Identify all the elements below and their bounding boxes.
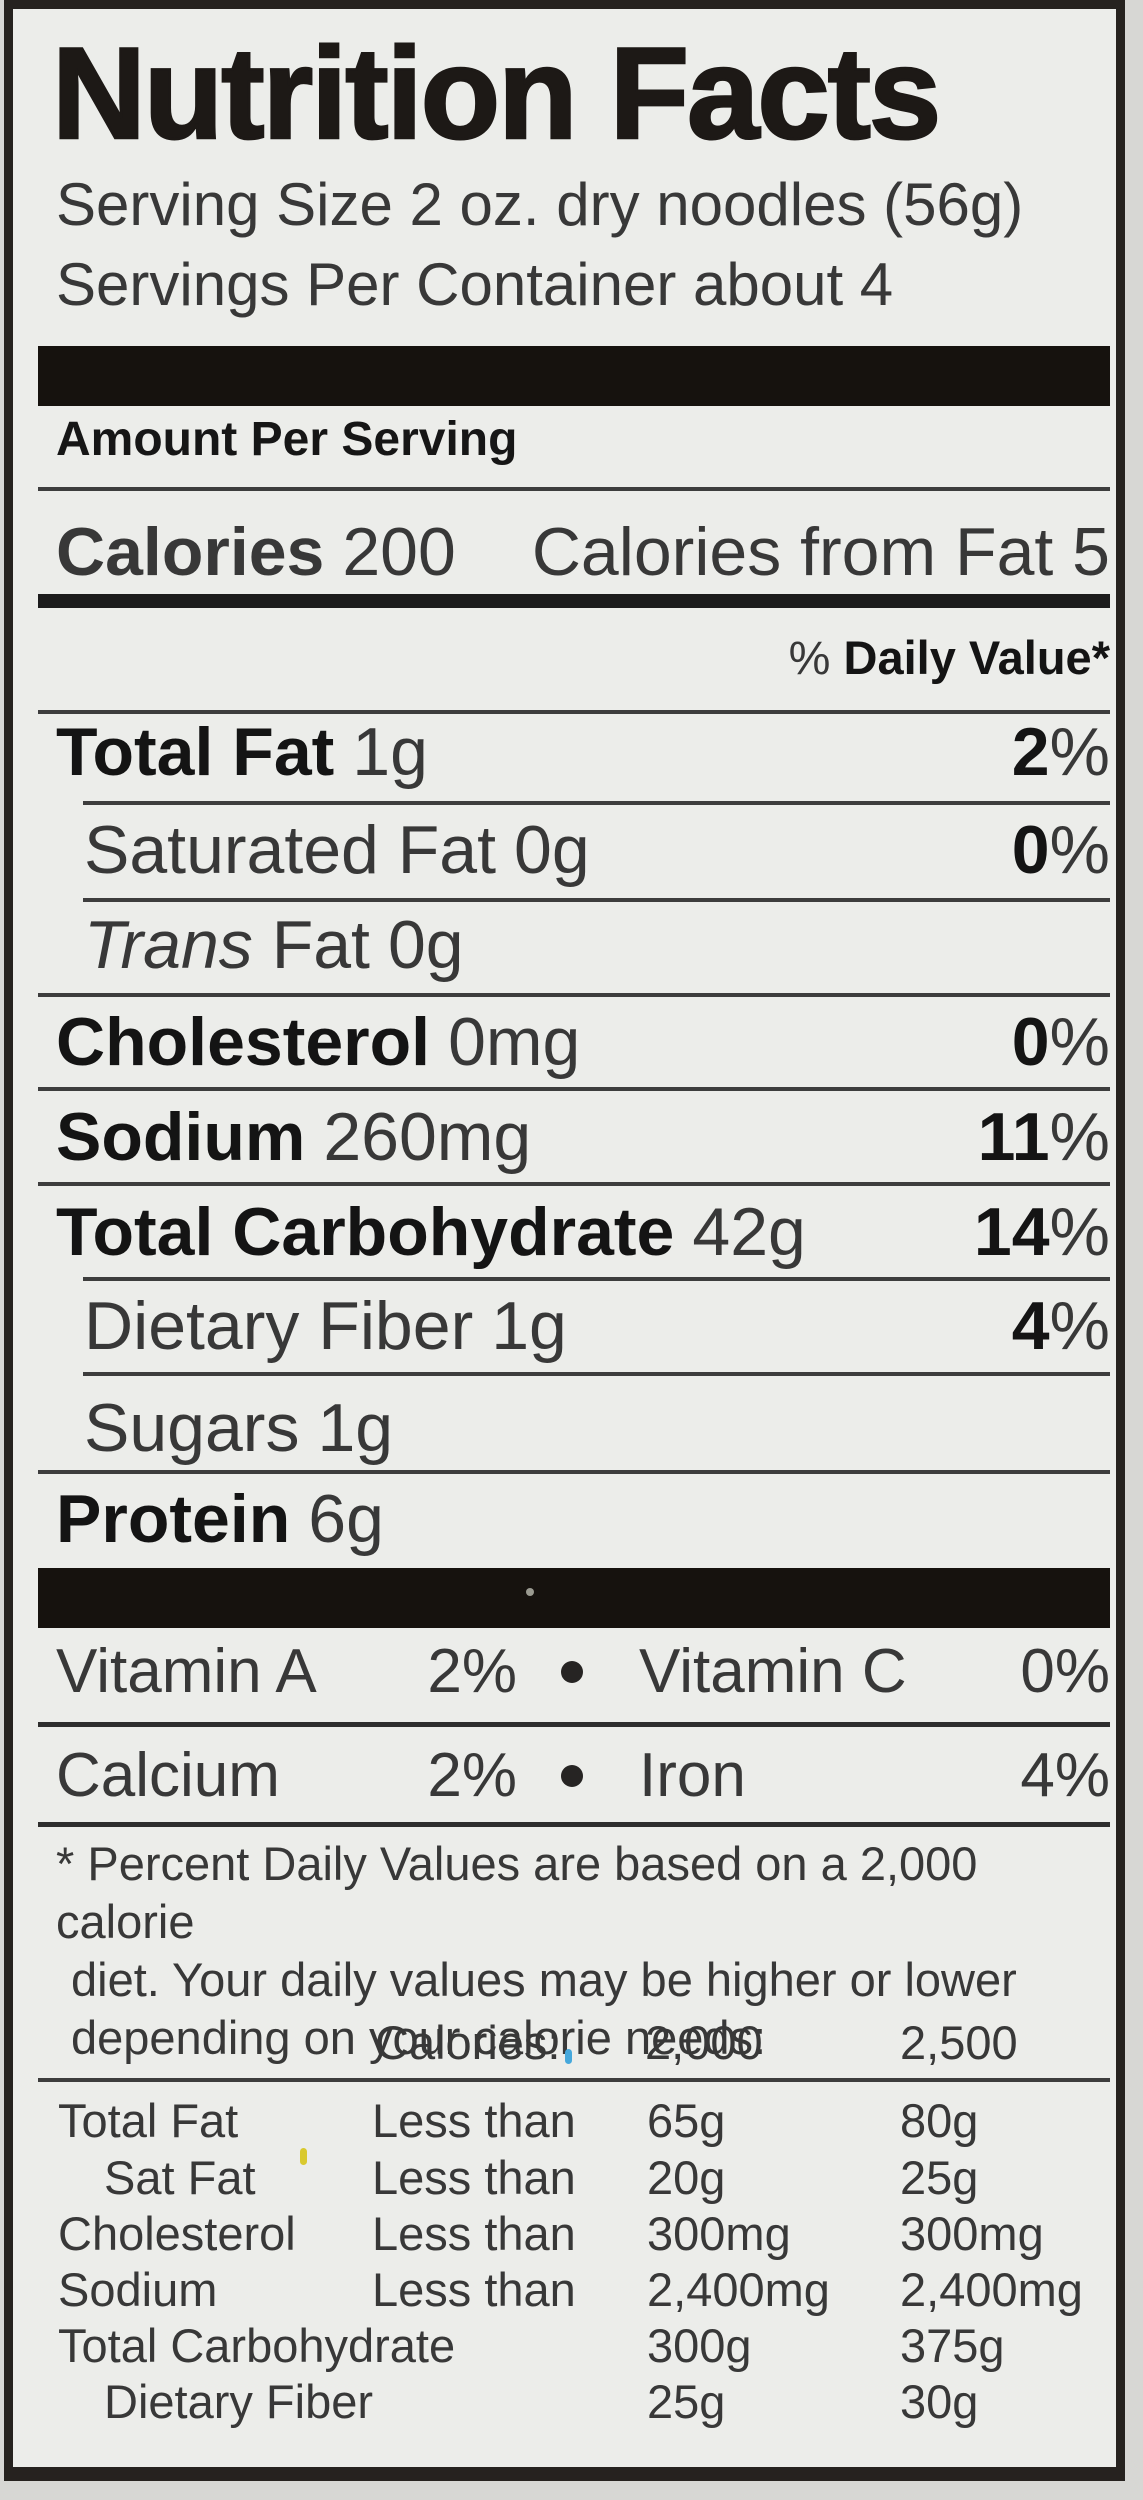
calories-from-fat: Calories from Fat 5: [531, 514, 1110, 590]
daily-value: 2%: [1011, 714, 1110, 790]
calories-row: Calories 200 Calories from Fat 5: [56, 514, 1110, 590]
daily-value: 14%: [973, 1194, 1110, 1270]
footnote-line: * Percent Daily Values are based on a 2,…: [56, 1837, 978, 1948]
dv-table-col-2000: 2,000: [645, 2016, 763, 2069]
nutrient-row-total-carbohydrate: Total Carbohydrate 42g 14%: [56, 1194, 1110, 1270]
footnote-line: depending on your calorie needs:: [71, 2011, 767, 2064]
rule: [38, 1087, 1110, 1091]
rule: [38, 1822, 1110, 1827]
rule: [38, 1182, 1110, 1186]
dv-table-calories-label: Calories:: [375, 2016, 561, 2069]
section-bar-top: [38, 346, 1110, 406]
rule: [38, 487, 1110, 491]
serving-size: Serving Size 2 oz. dry noodles (56g): [56, 171, 1024, 238]
amount-per-serving-heading: Amount Per Serving: [56, 413, 518, 466]
rule-indented: [83, 898, 1110, 902]
footnote: * Percent Daily Values are based on a 2,…: [56, 1835, 1110, 2067]
rule: [38, 1470, 1110, 1474]
rule: [38, 2078, 1110, 2082]
dv-table-col-2500: 2,500: [900, 2016, 1018, 2069]
calories-label: Calories 200: [56, 514, 456, 590]
nutrient-row-trans-fat: Trans Fat 0g: [84, 907, 464, 983]
rule: [38, 1722, 1110, 1727]
footnote-line: diet. Your daily values may be higher or…: [71, 1953, 1017, 2006]
percent-sign: %: [788, 631, 831, 684]
nutrient-row-saturated-fat: Saturated Fat 0g 0%: [84, 812, 1110, 888]
daily-value-header: % Daily Value*: [788, 631, 1110, 684]
print-speck: [565, 2049, 572, 2064]
rule-indented: [83, 801, 1110, 805]
daily-value: 4%: [1011, 1288, 1110, 1364]
nutrient-row-sugars: Sugars 1g: [84, 1390, 394, 1466]
print-speck: [526, 1588, 534, 1596]
rule: [38, 710, 1110, 714]
label-title: Nutrition Facts: [51, 20, 943, 166]
bullet-separator-icon: [561, 1661, 583, 1683]
nutrient-row-cholesterol: Cholesterol 0mg 0%: [56, 1004, 1110, 1080]
calories-value: 200: [342, 514, 456, 590]
bullet-separator-icon: [561, 1765, 583, 1787]
daily-value: 0%: [1011, 812, 1110, 888]
servings-per-container: Servings Per Container about 4: [56, 251, 894, 318]
daily-value: 11%: [977, 1099, 1110, 1175]
rule: [38, 993, 1110, 997]
daily-value: 0%: [1011, 1004, 1110, 1080]
nutrient-row-dietary-fiber: Dietary Fiber 1g 4%: [84, 1288, 1110, 1364]
section-bar-middle: [38, 1568, 1110, 1628]
nutrient-row-sodium: Sodium 260mg 11%: [56, 1099, 1110, 1175]
rule-thick: [38, 594, 1110, 608]
nutrient-row-total-fat: Total Fat 1g 2%: [56, 714, 1110, 790]
nutrient-row-protein: Protein 6g: [56, 1481, 384, 1557]
nutrition-facts-label: Nutrition Facts Serving Size 2 oz. dry n…: [4, 0, 1125, 2481]
rule-indented: [83, 1277, 1110, 1281]
print-speck: [300, 2148, 307, 2165]
rule-indented: [83, 1372, 1110, 1376]
